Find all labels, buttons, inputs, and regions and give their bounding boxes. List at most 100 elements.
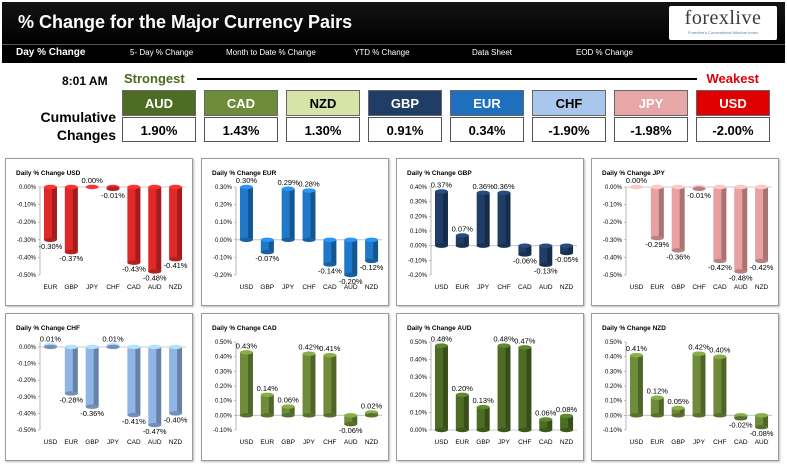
y-tick-label: 0.50%	[215, 340, 233, 346]
bar-shade	[135, 187, 141, 263]
bar-base	[539, 262, 553, 267]
bar-chart: Daily % Change USD0.00%-0.10%-0.20%-0.30…	[16, 170, 188, 291]
bar-base	[148, 269, 162, 274]
category-label: CHF	[713, 439, 726, 446]
nav-data-sheet[interactable]: Data Sheet	[472, 48, 513, 57]
bar-chart: Daily % Change NZD 0.50% 0.40% 0.30% 0.20% 0.…	[602, 325, 774, 446]
nav-month-change[interactable]: Month to Date % Change	[226, 48, 316, 57]
bar-base	[239, 237, 253, 242]
category-label: GBP	[64, 284, 78, 291]
y-tick-label: -0.10%	[17, 362, 37, 368]
data-label: -0.43%	[122, 265, 146, 274]
bar-chart: Daily % Change EUR0.30%0.20%0.10%0.00%-0…	[212, 170, 384, 291]
category-label: CHF	[692, 284, 705, 291]
forexlive-logo[interactable]: forexlive Forexlive's Conventional Wisdo…	[669, 6, 777, 40]
bar-cap	[344, 237, 358, 242]
y-tick-label: 0.00%	[410, 244, 428, 250]
bar-cap	[169, 184, 183, 190]
data-label: -0.01%	[687, 191, 711, 200]
bar-cap	[539, 417, 553, 422]
bar-cap	[455, 392, 469, 397]
category-label: CHF	[323, 439, 336, 446]
bar-shade	[679, 408, 685, 416]
y-tick-label: 0.10%	[215, 399, 233, 405]
bar-base	[713, 413, 727, 418]
bar-shade	[526, 347, 532, 430]
nav-bar: Day % Change 5- Day % Change Month to Da…	[2, 44, 785, 63]
category-label: EUR	[455, 439, 469, 446]
nav-day-change[interactable]: Day % Change	[16, 47, 86, 58]
bar-cap	[365, 237, 379, 242]
chart-panel-0: Daily % Change USD 0.00% -0.10% -0.20% -0.30…	[5, 158, 193, 306]
bar-shade	[547, 419, 553, 430]
bar-shade	[547, 245, 553, 265]
bar-base	[239, 413, 253, 418]
data-label: -0.07%	[255, 254, 279, 263]
bar-shade	[505, 192, 511, 246]
bar-cap	[434, 343, 448, 348]
bar-shade	[352, 415, 358, 425]
y-tick-label: 0.20%	[215, 203, 233, 209]
bar-base	[169, 411, 183, 416]
nav-5day-change[interactable]: 5- Day % Change	[130, 48, 194, 57]
bar-shade	[442, 191, 448, 246]
bar-shade	[463, 394, 469, 430]
bar-base	[497, 243, 511, 248]
nav-eod-change[interactable]: EOD % Change	[576, 48, 633, 57]
data-label: -0.01%	[101, 191, 125, 200]
bar-cap	[260, 237, 274, 242]
bar-cap	[671, 405, 685, 411]
currency-value-eur: 0.34%	[450, 117, 524, 142]
currency-header-aud: AUD	[122, 90, 196, 116]
bar-base	[64, 391, 78, 396]
bar-cap	[629, 184, 643, 190]
data-label: -0.08%	[750, 429, 774, 438]
y-tick-label: 0.20%	[605, 384, 623, 390]
category-label: JPY	[477, 284, 490, 291]
data-label: -0.36%	[80, 409, 104, 418]
category-label: CAD	[713, 284, 727, 291]
category-label: NZD	[169, 284, 183, 291]
bar-base	[260, 249, 274, 255]
bar-shade	[658, 187, 664, 239]
bar-cap	[302, 351, 316, 356]
bar-shade	[156, 346, 162, 426]
bar-shade	[177, 346, 183, 414]
category-label: EUR	[455, 284, 469, 291]
bar-base	[560, 427, 574, 433]
y-tick-label: 0.00%	[215, 413, 233, 419]
y-tick-label: 0.50%	[410, 340, 428, 346]
bar-shade	[721, 356, 727, 416]
category-label: CHF	[106, 284, 119, 291]
y-tick-label: -0.20%	[17, 220, 37, 226]
currency-header-jpy: JPY	[614, 90, 688, 116]
logo-brand: forexlive	[684, 7, 762, 29]
bar-shade	[505, 345, 511, 430]
y-tick-label: -0.10%	[603, 428, 623, 434]
category-label: USD	[240, 439, 254, 446]
bar-shade	[72, 187, 78, 253]
data-label: 0.02%	[361, 401, 383, 410]
bar-base	[476, 243, 490, 248]
bar-base	[64, 249, 78, 255]
bar-chart: Daily % Change GBP 0.40% 0.30% 0.20% 0.10% 0.…	[407, 170, 579, 291]
bar-base	[497, 427, 511, 433]
nav-ytd-change[interactable]: YTD % Change	[354, 48, 410, 57]
category-label: GBP	[85, 439, 99, 446]
bar-cap	[560, 413, 574, 419]
category-label: JPY	[498, 439, 511, 446]
category-label: CAD	[539, 439, 553, 446]
bar-chart: Daily % Change JPY0.00%-0.10%-0.20%-0.30…	[602, 170, 774, 291]
bar-shade	[247, 352, 253, 416]
bar-gbp	[671, 408, 685, 416]
data-label: 0.47%	[514, 336, 536, 345]
bar-nzd	[560, 245, 574, 253]
bar-cap	[650, 184, 664, 190]
data-label: 0.06%	[278, 396, 300, 405]
bar-cap	[434, 189, 448, 194]
category-label: USD	[630, 284, 644, 291]
bar-base	[43, 344, 57, 350]
bar-shade	[763, 187, 769, 261]
bar-shade	[93, 346, 99, 407]
y-tick-label: -0.30%	[17, 238, 37, 244]
